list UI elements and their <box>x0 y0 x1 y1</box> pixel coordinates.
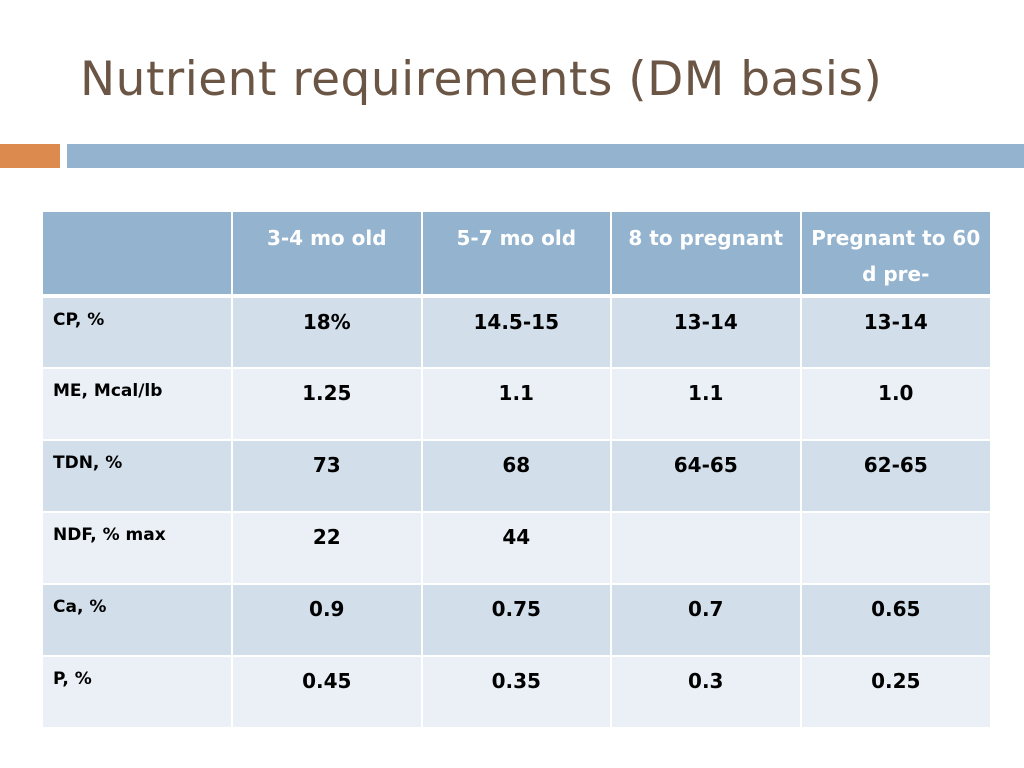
table-cell <box>611 512 802 585</box>
table-row: Ca, % 0.9 0.75 0.7 0.65 <box>43 584 990 657</box>
table-cell: 68 <box>421 440 612 513</box>
table-row: NDF, % max 22 44 <box>43 512 990 585</box>
row-label: NDF, % max <box>43 512 233 585</box>
table-cell: 1.1 <box>421 368 612 441</box>
accent-bar-blue <box>67 144 1024 168</box>
row-label: TDN, % <box>43 440 233 513</box>
table-cell: 1.25 <box>232 368 423 441</box>
table-header-row: 3-4 mo old 5-7 mo old 8 to pregnant Preg… <box>43 212 990 298</box>
table-cell: 0.45 <box>232 656 423 729</box>
table-cell: 0.3 <box>611 656 802 729</box>
table-cell: 1.1 <box>611 368 802 441</box>
table-cell: 0.65 <box>800 584 990 657</box>
table-cell: 0.7 <box>611 584 802 657</box>
table-cell: 0.9 <box>232 584 423 657</box>
row-label: CP, % <box>43 296 233 369</box>
table-row: P, % 0.45 0.35 0.3 0.25 <box>43 656 990 729</box>
table-cell <box>800 512 990 585</box>
header-cell-8-to-pregnant: 8 to pregnant <box>611 212 802 298</box>
row-label: P, % <box>43 656 233 729</box>
table-cell: 62-65 <box>800 440 990 513</box>
header-cell-5-7-mo: 5-7 mo old <box>421 212 612 298</box>
nutrient-table: 3-4 mo old 5-7 mo old 8 to pregnant Preg… <box>43 212 990 729</box>
header-cell-pregnant-to-60d: Pregnant to 60 d pre- <box>800 212 990 298</box>
table-cell: 13-14 <box>611 296 802 369</box>
table-cell: 22 <box>232 512 423 585</box>
slide-title: Nutrient requirements (DM basis) <box>80 52 883 107</box>
table-cell: 0.25 <box>800 656 990 729</box>
table-cell: 44 <box>421 512 612 585</box>
row-label: ME, Mcal/lb <box>43 368 233 441</box>
table-cell: 13-14 <box>800 296 990 369</box>
table-row: TDN, % 73 68 64-65 62-65 <box>43 440 990 513</box>
table-cell: 18% <box>232 296 423 369</box>
accent-bar-orange <box>0 144 60 168</box>
table-cell: 1.0 <box>800 368 990 441</box>
table-cell: 0.35 <box>421 656 612 729</box>
header-cell-3-4-mo: 3-4 mo old <box>232 212 423 298</box>
table-cell: 73 <box>232 440 423 513</box>
table-row: ME, Mcal/lb 1.25 1.1 1.1 1.0 <box>43 368 990 441</box>
table-cell: 14.5-15 <box>421 296 612 369</box>
table-cell: 64-65 <box>611 440 802 513</box>
table-row: CP, % 18% 14.5-15 13-14 13-14 <box>43 296 990 369</box>
table-cell: 0.75 <box>421 584 612 657</box>
header-cell-blank <box>43 212 233 298</box>
row-label: Ca, % <box>43 584 233 657</box>
